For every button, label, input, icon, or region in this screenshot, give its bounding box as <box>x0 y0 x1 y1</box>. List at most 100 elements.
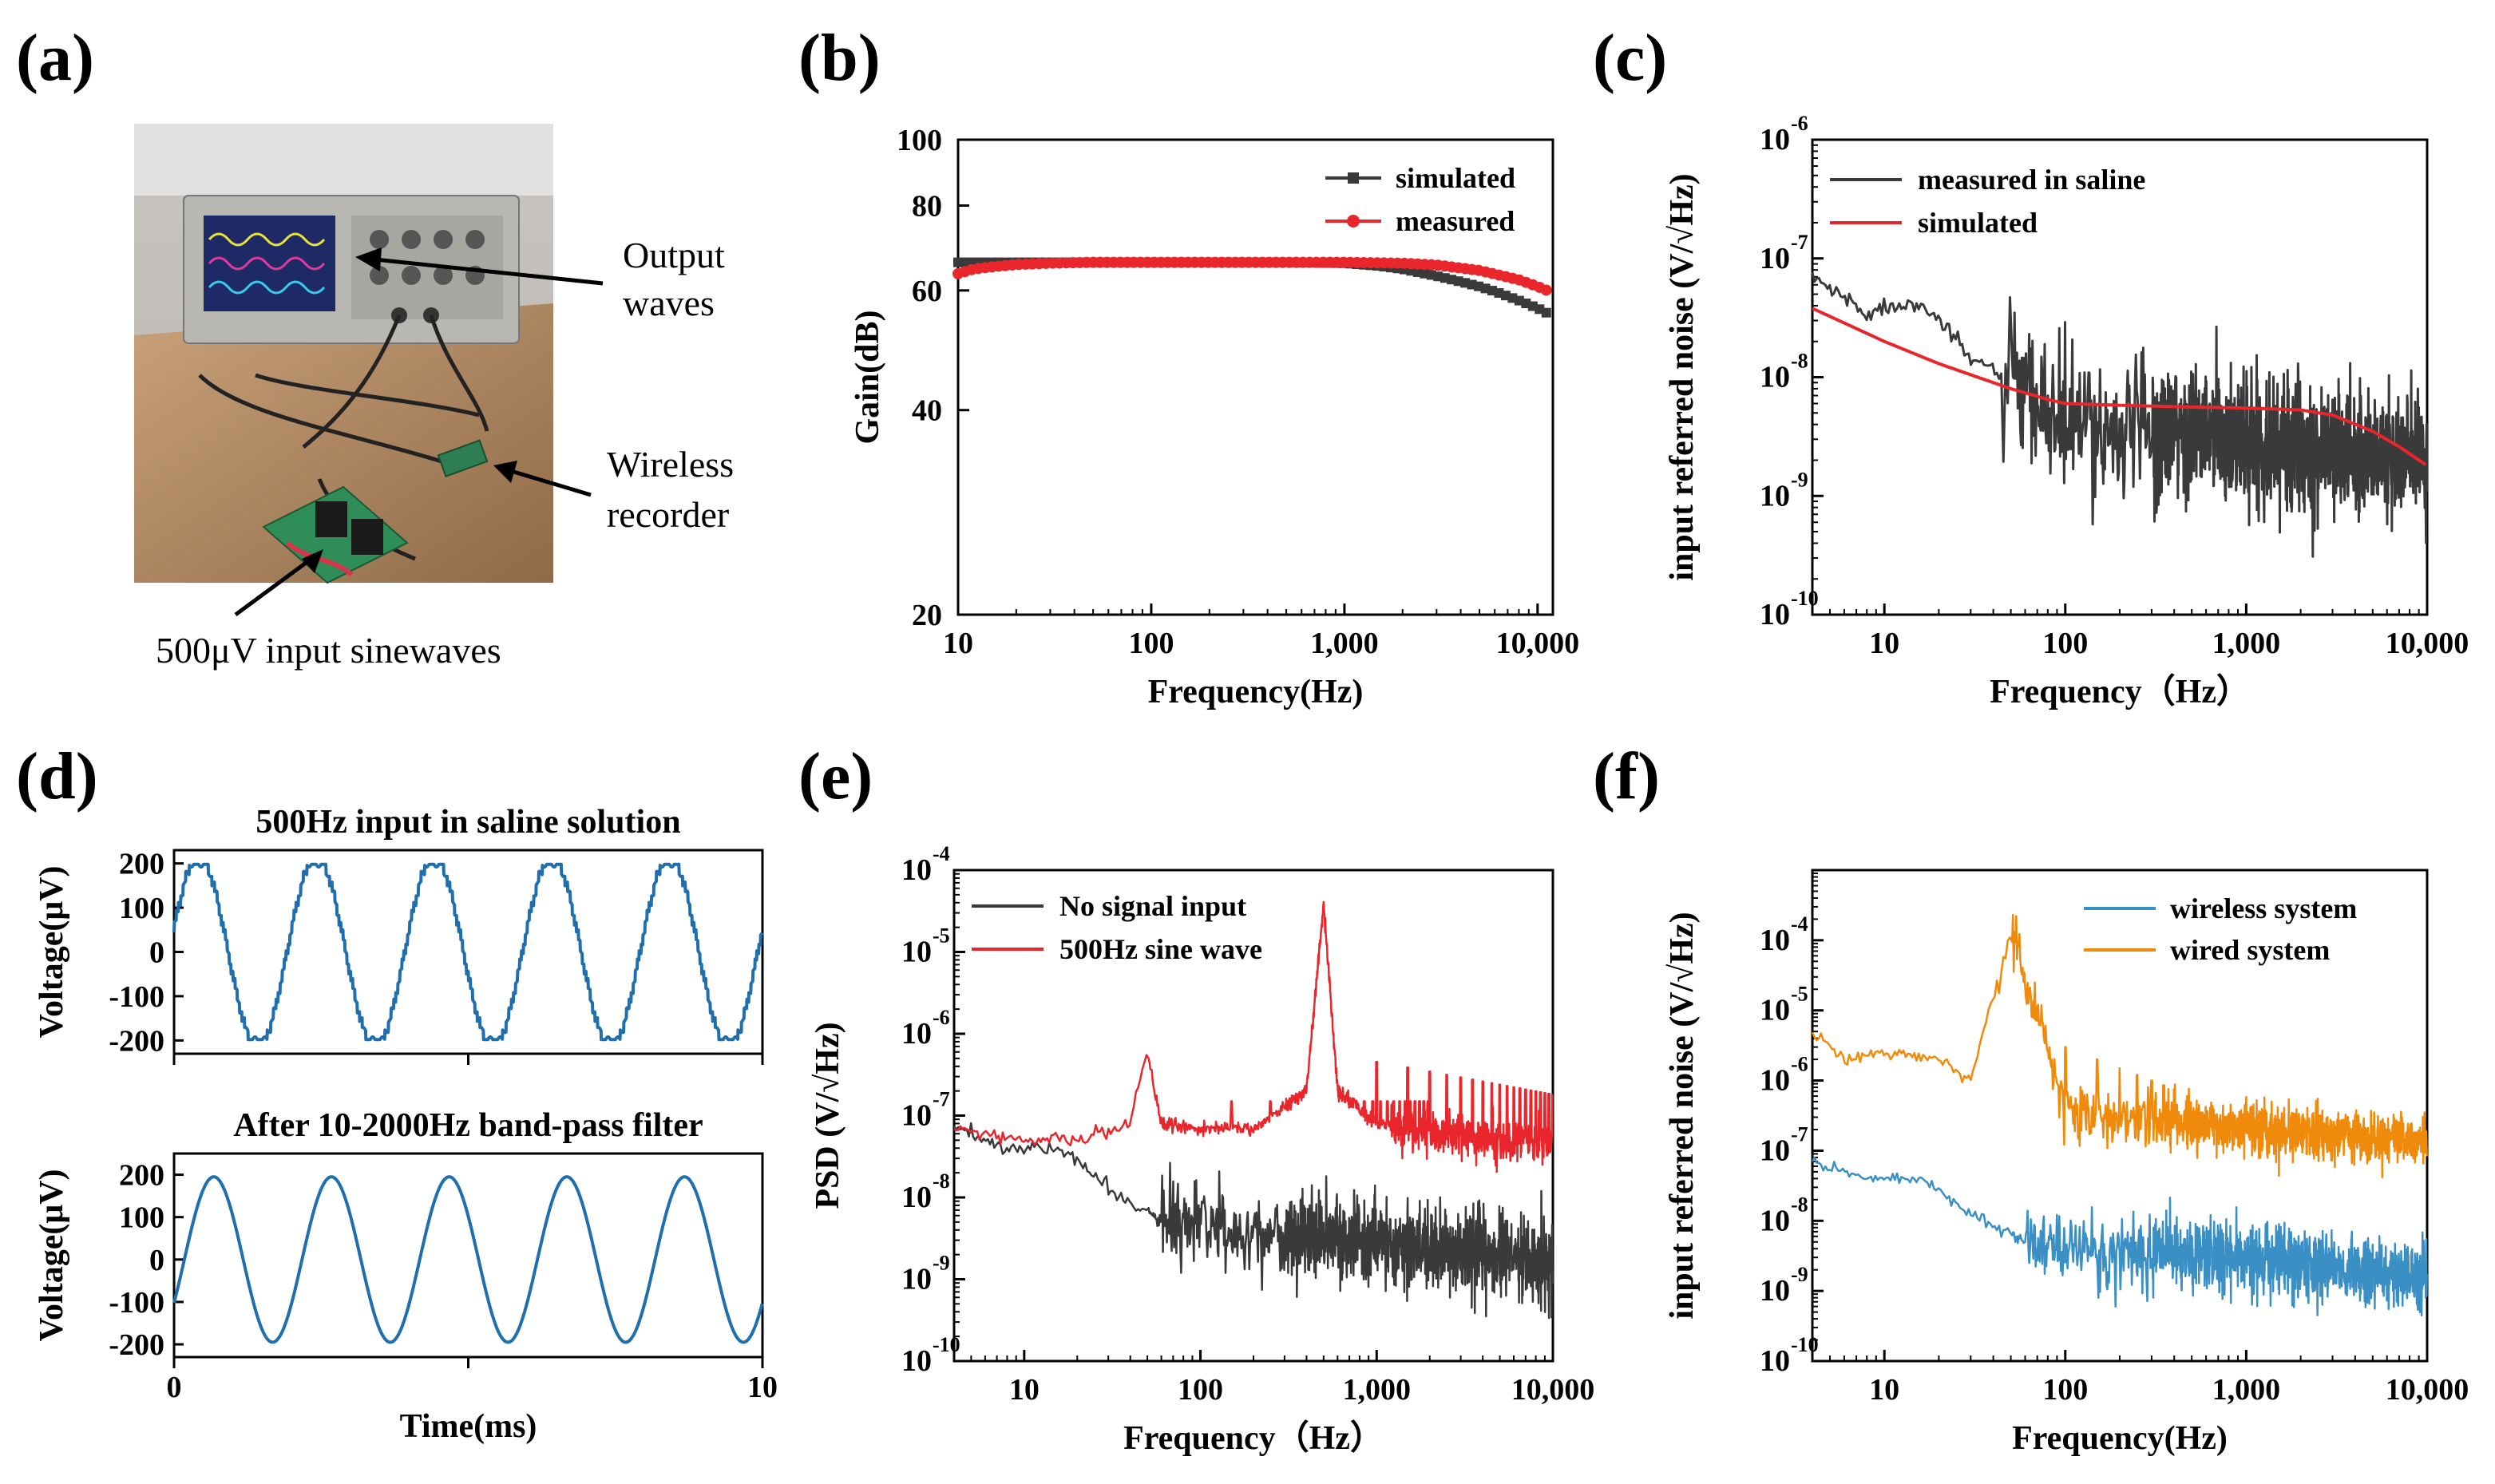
y-tick-exponent: -10 <box>1791 587 1819 610</box>
y-tick-exponent: -6 <box>933 1006 950 1029</box>
y-tick-label: 10 <box>1760 1064 1790 1098</box>
series-line-waveform <box>172 1175 764 1344</box>
annotation-output-1: Output <box>623 235 725 275</box>
x-tick-label: 0 <box>167 1371 182 1404</box>
y-tick-label: 10 <box>1760 242 1790 275</box>
y-tick-label: 0 <box>149 1244 164 1277</box>
y-tick-label: 10 <box>901 1181 932 1214</box>
chart-b-frame <box>956 138 1554 616</box>
y-tick-label: 200 <box>119 848 164 881</box>
y-tick-label: 10 <box>901 1263 932 1296</box>
chart-d1-frame <box>172 849 764 1055</box>
series-line-500Hz sine wave <box>953 900 1554 1173</box>
y-tick-exponent: -9 <box>933 1252 950 1275</box>
y-tick-label: 10 <box>901 1344 932 1378</box>
y-tick-label: 100 <box>897 124 942 157</box>
chart-b: 10 100 1,000 10,000 20 40 60 80 100 simulated meas… <box>849 124 1579 710</box>
annotation-output-2: waves <box>623 283 715 323</box>
y-tick-exponent: -8 <box>1791 350 1808 373</box>
y-tick-label: 10 <box>1760 994 1790 1027</box>
y-tick-exponent: -9 <box>1791 468 1808 491</box>
y-tick-exponent: -10 <box>1791 1333 1819 1356</box>
y-tick-label: 0 <box>149 936 164 970</box>
y-tick-label: -100 <box>109 1286 164 1320</box>
y-axis-label: Voltage(μV) <box>34 1169 70 1342</box>
annotation-arrows <box>234 247 604 617</box>
series-line-wireless system <box>1811 1156 2428 1317</box>
x-axis-label: Frequency（Hz） <box>1990 673 2250 710</box>
x-tick-label: 10 <box>943 627 973 660</box>
y-tick-label: 10 <box>1760 598 1790 631</box>
input-test-board <box>262 485 409 584</box>
window-light <box>134 124 553 196</box>
y-tick-label: -100 <box>109 980 164 1014</box>
panel-title: After 10-2000Hz band-pass filter <box>233 1107 703 1144</box>
panel-label-e: (e) <box>798 739 873 813</box>
x-tick-label: 10,000 <box>2386 627 2469 660</box>
y-tick-label: 100 <box>119 892 164 925</box>
oscilloscope-image <box>183 195 520 344</box>
panel-label-b: (b) <box>798 21 881 95</box>
data-point-measured <box>1540 284 1552 296</box>
series-line-waveform <box>172 862 764 1042</box>
y-tick-exponent: -4 <box>1791 912 1808 936</box>
y-tick-exponent: -8 <box>1791 1193 1808 1216</box>
series-line-simulated <box>1812 307 2427 466</box>
x-tick-label: 10 <box>1869 627 1899 660</box>
y-tick-label: -200 <box>109 1328 164 1362</box>
y-tick-label: 20 <box>912 599 942 632</box>
series-line-No signal input <box>952 1122 1554 1320</box>
y-tick-label: 10 <box>1760 1134 1790 1167</box>
data-point-simulated <box>1541 307 1551 318</box>
panel-title: 500Hz input in saline solution <box>255 804 680 841</box>
photo-panel: Output waves Wireless recorder 500μV inp… <box>134 124 734 671</box>
panel-label-d: (d) <box>16 739 98 813</box>
x-tick-label: 1,000 <box>2212 1373 2281 1407</box>
y-tick-label: 200 <box>119 1159 164 1193</box>
legend-label: wireless system <box>2170 892 2357 924</box>
legend-label: measured <box>1396 205 1515 237</box>
y-tick-label: -200 <box>109 1024 164 1058</box>
y-tick-exponent: -9 <box>1791 1263 1808 1286</box>
legend-label: simulated <box>1396 162 1515 194</box>
x-tick-label: 100 <box>1178 1373 1223 1407</box>
y-tick-label: 10 <box>1760 1274 1790 1308</box>
legend-label: No signal input <box>1059 890 1246 922</box>
y-axis-label: Voltage(μV) <box>34 866 70 1039</box>
x-tick-label: 100 <box>2042 1373 2088 1407</box>
x-tick-label: 100 <box>2042 627 2088 660</box>
y-tick-exponent: -8 <box>933 1169 950 1193</box>
x-tick-label: 10,000 <box>1511 1373 1595 1407</box>
y-tick-label: 10 <box>1760 123 1790 156</box>
x-axis-label: Frequency(Hz) <box>1148 674 1364 710</box>
x-tick-label: 10 <box>1869 1373 1899 1407</box>
x-axis-label: Time(ms) <box>400 1408 537 1445</box>
chart-d-top: 200 100 0 -100 -200 500Hz input in saline sol… <box>34 804 764 1065</box>
y-tick-exponent: -7 <box>1791 1122 1808 1146</box>
x-axis-label: Frequency(Hz) <box>2012 1420 2228 1457</box>
y-tick-label: 10 <box>1760 1204 1790 1237</box>
y-axis-label: Gain(dB) <box>849 310 886 444</box>
annotation-wireless-2: recorder <box>607 494 729 535</box>
y-tick-label: 10 <box>901 1099 932 1133</box>
y-tick-exponent: -7 <box>933 1088 950 1111</box>
legend-label: measured in saline <box>1918 164 2145 196</box>
x-tick-label: 100 <box>1128 627 1174 660</box>
y-tick-label: 10 <box>901 1017 932 1051</box>
x-tick-label: 10,000 <box>2386 1373 2469 1407</box>
legend-label: wired system <box>2170 934 2330 966</box>
y-tick-label: 10 <box>901 936 932 969</box>
y-tick-exponent: -6 <box>1791 112 1808 135</box>
x-tick-label: 10 <box>1009 1373 1040 1407</box>
wireless-recorder-board <box>437 439 489 478</box>
legend-label: simulated <box>1918 207 2038 239</box>
legend-label: 500Hz sine wave <box>1059 933 1262 965</box>
y-tick-exponent: -5 <box>1791 983 1808 1006</box>
y-tick-exponent: -5 <box>933 924 950 948</box>
annotation-wireless-1: Wireless <box>607 444 734 485</box>
panel-label-a: (a) <box>16 21 94 95</box>
series-line-wired system <box>1811 913 2428 1178</box>
